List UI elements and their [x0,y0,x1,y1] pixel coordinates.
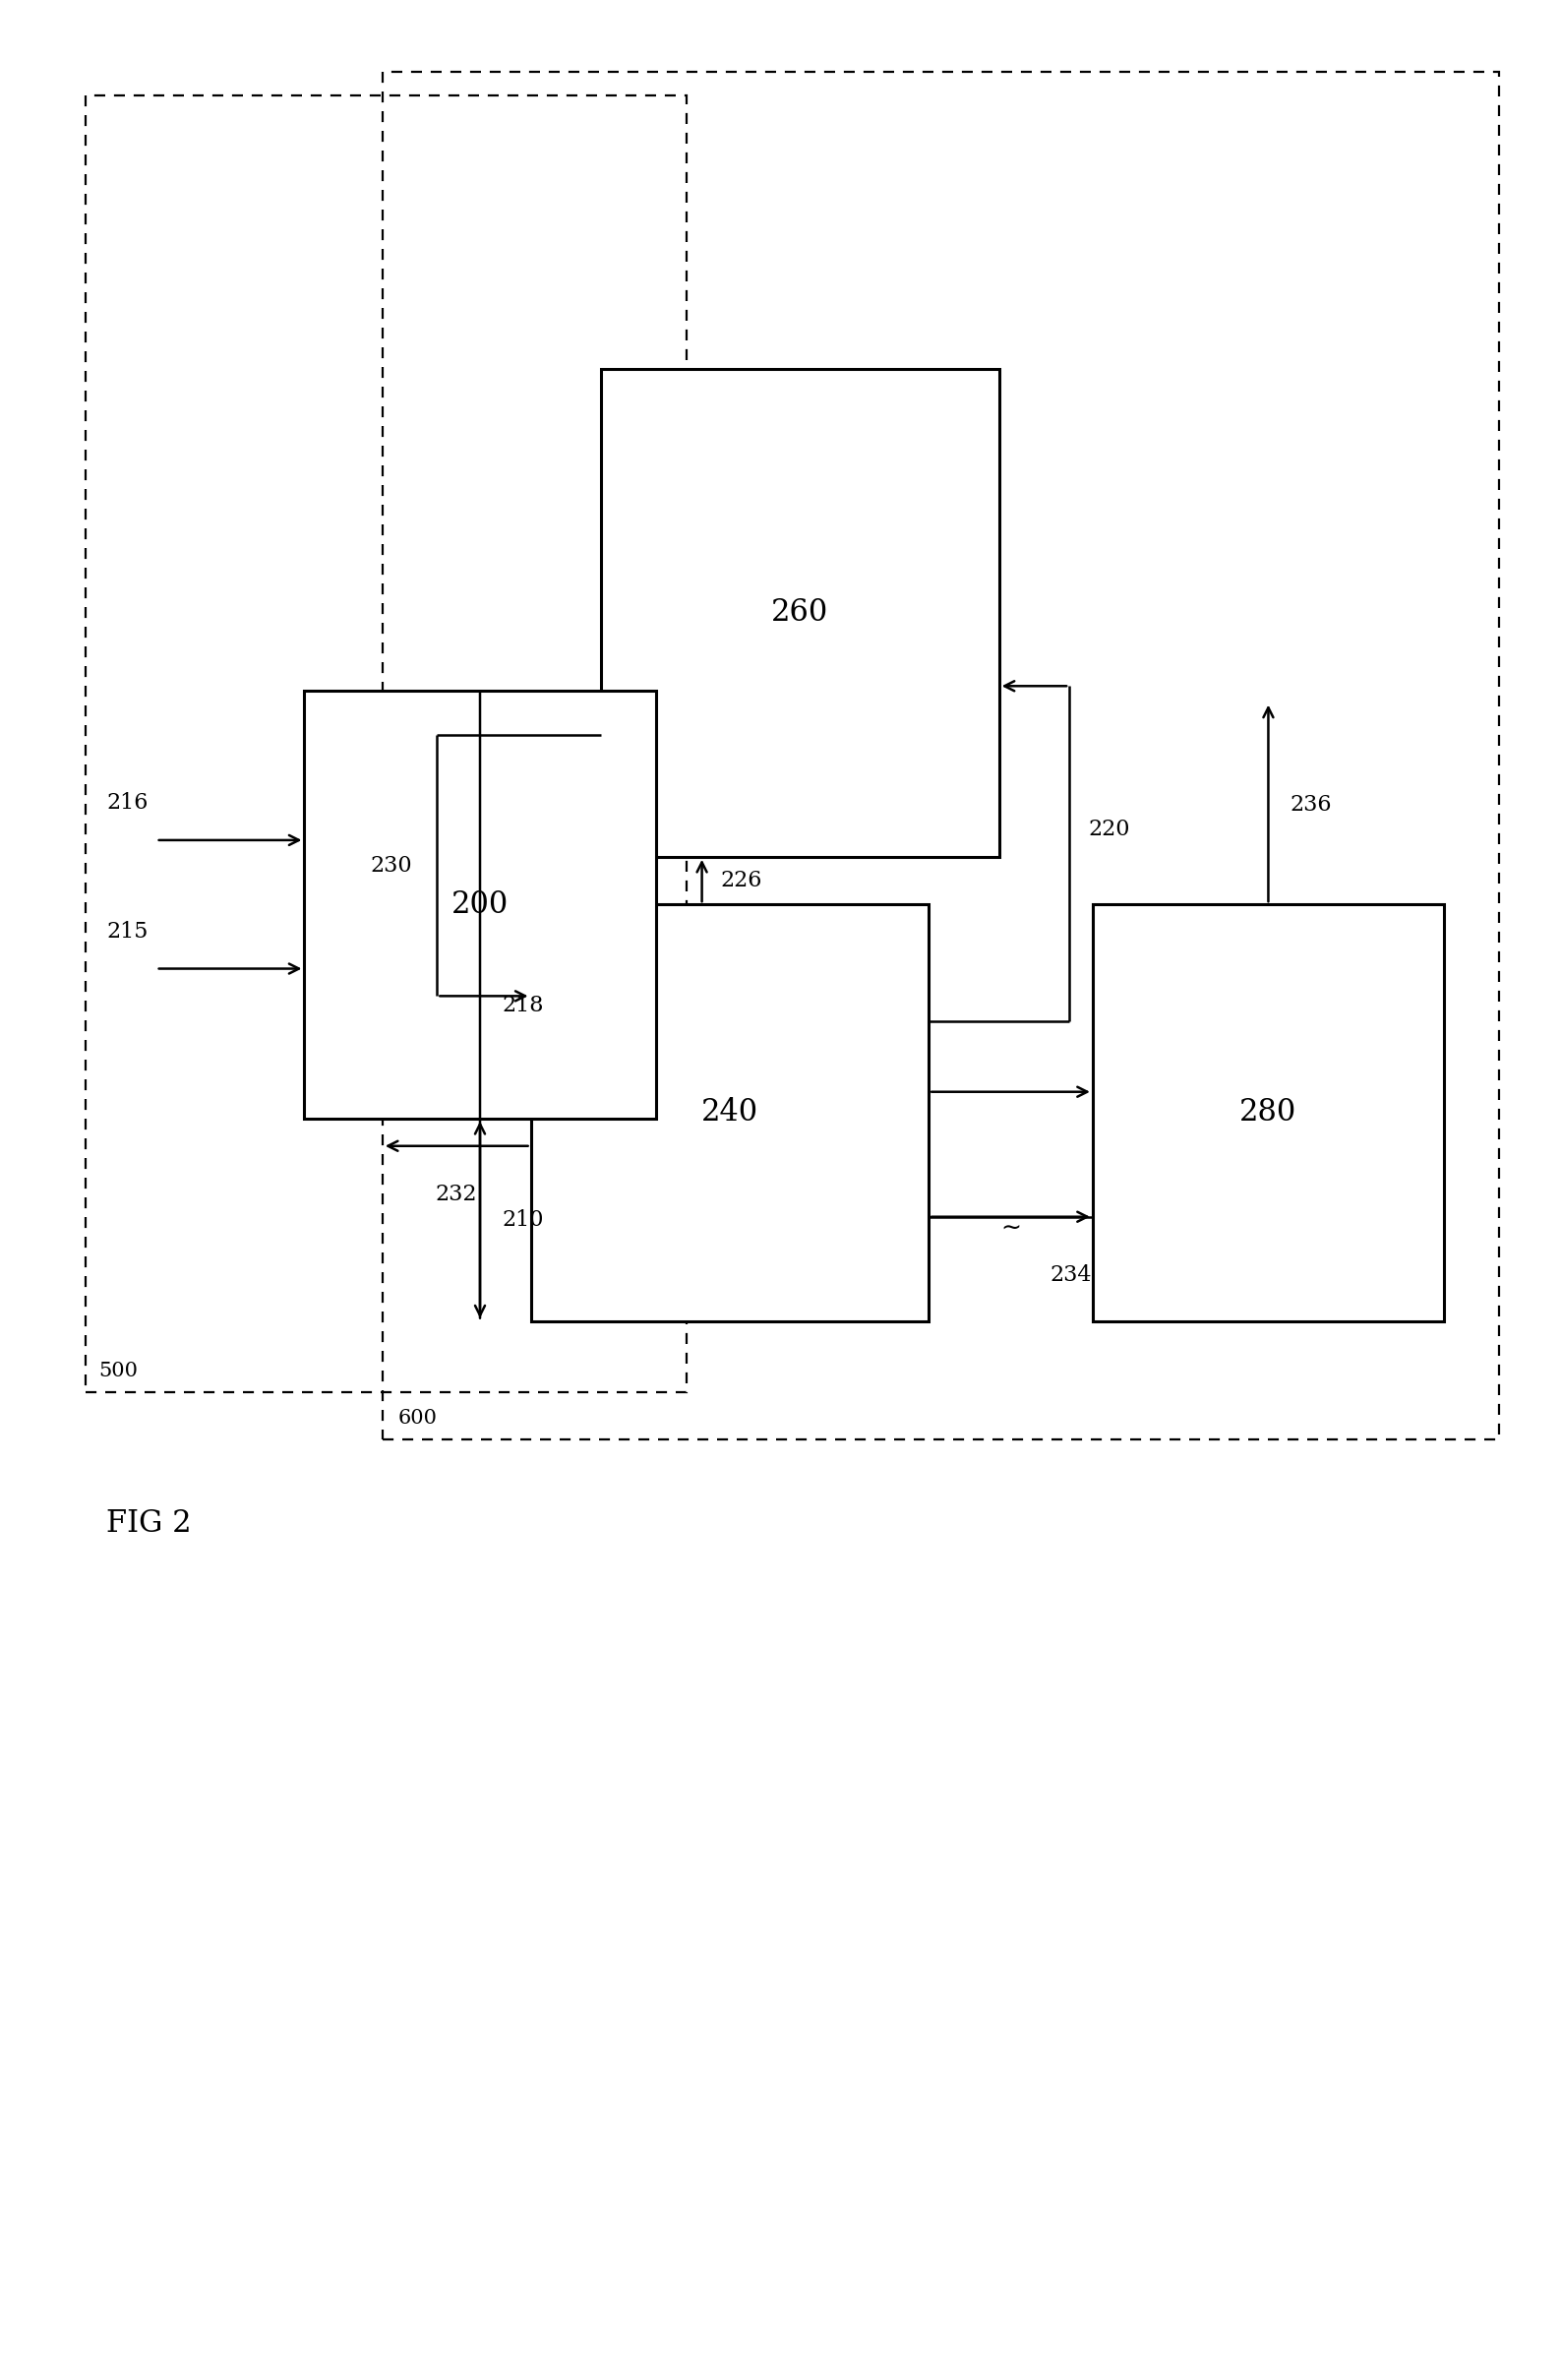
Text: 220: 220 [1088,819,1130,840]
Bar [304,690,656,1119]
Text: 232: 232 [436,1185,476,1207]
Text: 218: 218 [503,995,543,1016]
Text: 230: 230 [370,854,412,876]
Text: 200: 200 [451,890,509,919]
Bar [382,71,1499,1440]
Text: 210: 210 [503,1209,543,1230]
Text: 280: 280 [1239,1097,1297,1128]
Text: FIG 2: FIG 2 [106,1509,192,1537]
Text: 500: 500 [98,1361,137,1380]
Text: 600: 600 [398,1409,437,1428]
Text: ∼: ∼ [1001,1216,1021,1240]
Text: 216: 216 [106,793,148,814]
Text: 226: 226 [721,869,762,892]
Bar [531,904,929,1321]
Bar [601,369,999,857]
Text: 260: 260 [771,597,829,628]
Bar [1093,904,1444,1321]
Text: 240: 240 [701,1097,759,1128]
Text: 234: 234 [1049,1264,1091,1285]
Bar [86,95,687,1392]
Text: 236: 236 [1291,793,1332,816]
Text: 215: 215 [106,921,148,942]
